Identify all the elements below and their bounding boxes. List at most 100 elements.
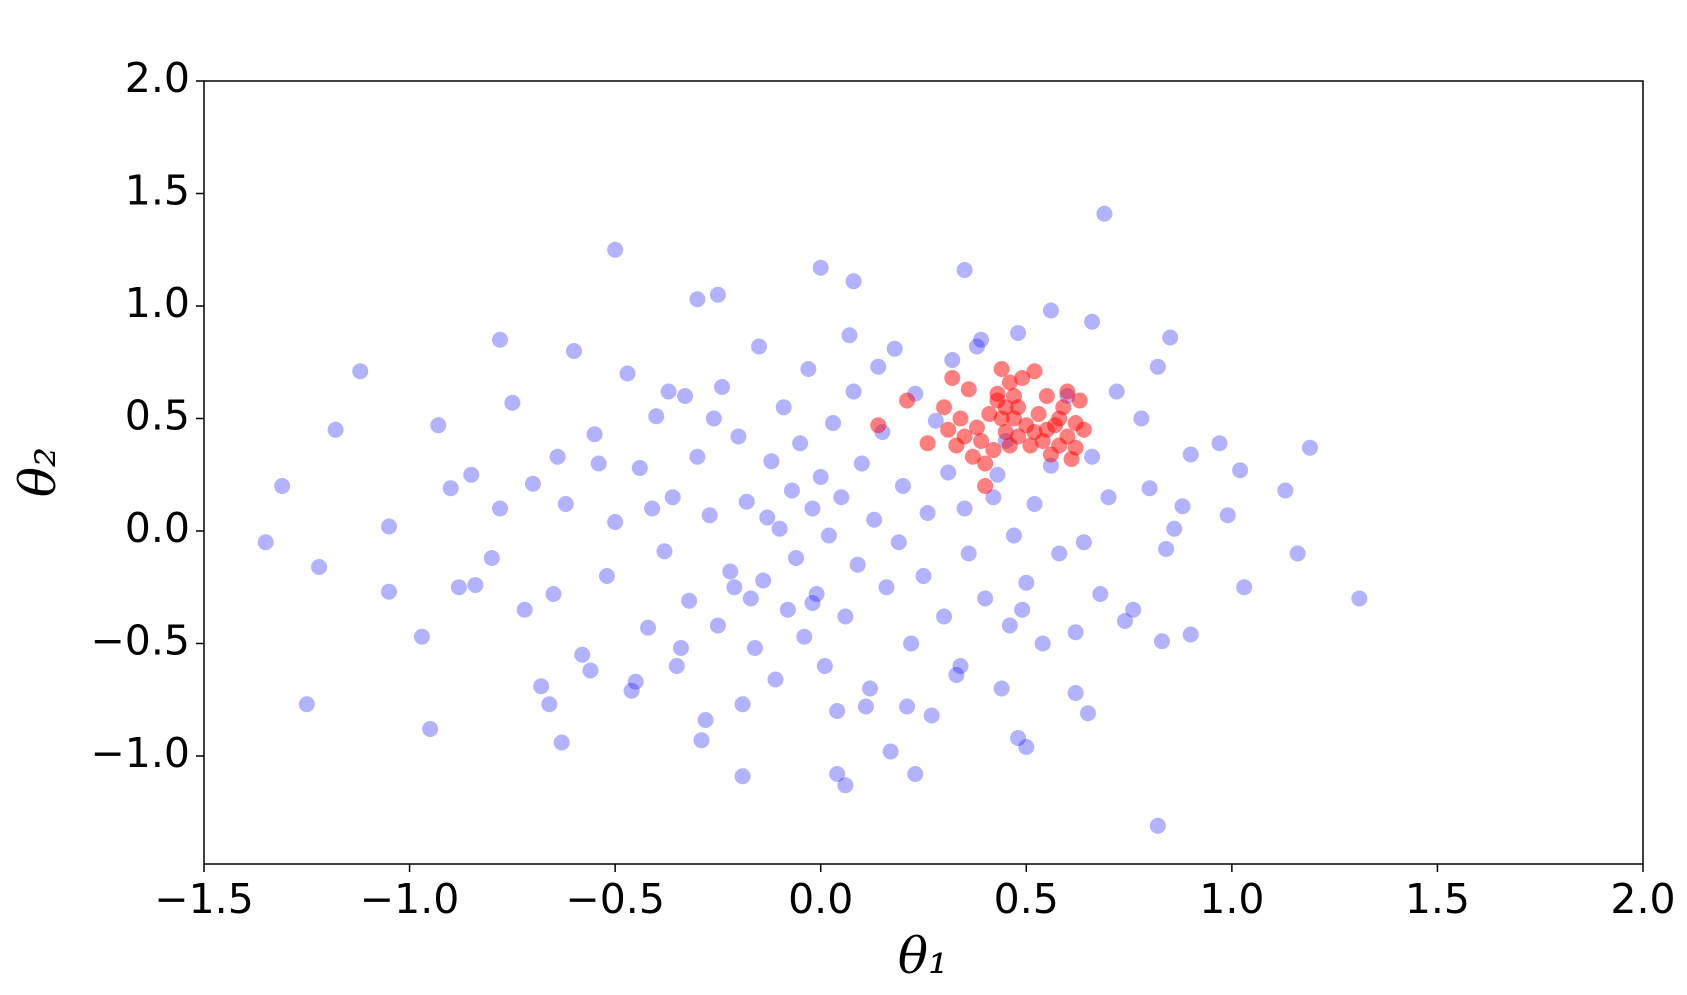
point — [1010, 428, 1027, 445]
point — [492, 500, 509, 517]
point — [422, 721, 439, 737]
point — [993, 361, 1010, 377]
point — [751, 338, 768, 355]
point — [1182, 626, 1199, 643]
point — [759, 509, 776, 526]
point — [541, 696, 558, 713]
point — [693, 732, 710, 749]
point — [882, 743, 899, 760]
point — [964, 448, 981, 465]
point — [709, 617, 726, 634]
point — [1059, 383, 1076, 400]
point — [566, 343, 583, 359]
x-tick-label: 1.0 — [1199, 875, 1264, 923]
point — [899, 392, 916, 409]
point — [664, 489, 681, 506]
point — [631, 460, 648, 476]
point — [738, 493, 755, 510]
point — [1022, 437, 1039, 454]
point — [557, 496, 574, 512]
point — [430, 417, 447, 434]
point — [734, 768, 751, 785]
point — [1158, 541, 1175, 557]
point — [960, 545, 977, 562]
point — [582, 662, 599, 679]
point — [1149, 817, 1166, 834]
point — [1001, 374, 1018, 391]
point — [467, 577, 484, 593]
y-tick-label: 2.0 — [125, 54, 190, 102]
point — [677, 388, 694, 404]
point — [936, 608, 953, 625]
point — [1018, 574, 1035, 591]
x-tick-label: −1.5 — [154, 875, 254, 923]
point — [1026, 424, 1043, 440]
point — [734, 696, 751, 713]
point — [808, 586, 825, 602]
y-tick-label: −1.0 — [90, 729, 190, 777]
point — [1055, 399, 1072, 416]
point — [940, 421, 957, 438]
point — [1079, 705, 1096, 722]
point — [672, 640, 689, 656]
point — [1067, 685, 1084, 701]
point — [841, 327, 858, 344]
point — [648, 408, 665, 425]
point — [1042, 457, 1059, 474]
point — [553, 734, 570, 751]
point — [894, 478, 911, 494]
point — [1059, 428, 1076, 445]
point — [1236, 579, 1253, 596]
point — [775, 399, 792, 416]
point — [837, 608, 854, 625]
point — [1038, 421, 1055, 438]
point — [1125, 601, 1142, 618]
x-tick-label: −1.0 — [360, 875, 460, 923]
point — [820, 527, 837, 544]
point — [849, 556, 866, 573]
point — [257, 534, 274, 551]
point — [989, 392, 1006, 409]
point — [1067, 439, 1084, 456]
x-tick-label: −0.5 — [565, 875, 665, 923]
point — [697, 712, 714, 728]
point — [681, 592, 698, 609]
point — [1289, 545, 1306, 562]
point — [1211, 435, 1228, 452]
point — [1100, 489, 1117, 506]
point — [792, 435, 809, 452]
point — [689, 448, 706, 465]
point — [298, 696, 315, 713]
point — [919, 505, 936, 521]
point — [1232, 462, 1249, 479]
point — [705, 410, 722, 427]
point — [1005, 527, 1022, 544]
point — [771, 520, 788, 537]
point — [915, 568, 932, 584]
point — [936, 399, 953, 416]
point — [1141, 480, 1158, 497]
point — [1351, 590, 1368, 607]
point — [483, 550, 500, 566]
point — [783, 482, 800, 499]
point — [524, 475, 541, 492]
point — [952, 410, 969, 427]
point — [960, 381, 977, 398]
point — [845, 273, 862, 290]
point — [442, 480, 459, 497]
point — [944, 352, 961, 368]
point — [1174, 498, 1191, 515]
point — [993, 410, 1010, 427]
point — [845, 383, 862, 400]
point — [829, 703, 846, 719]
point — [973, 433, 990, 449]
point — [1108, 383, 1125, 400]
point — [1116, 613, 1133, 629]
point — [968, 338, 985, 355]
point — [866, 511, 883, 528]
point — [492, 331, 509, 348]
point — [668, 658, 685, 674]
point — [997, 424, 1014, 440]
point — [956, 500, 973, 517]
